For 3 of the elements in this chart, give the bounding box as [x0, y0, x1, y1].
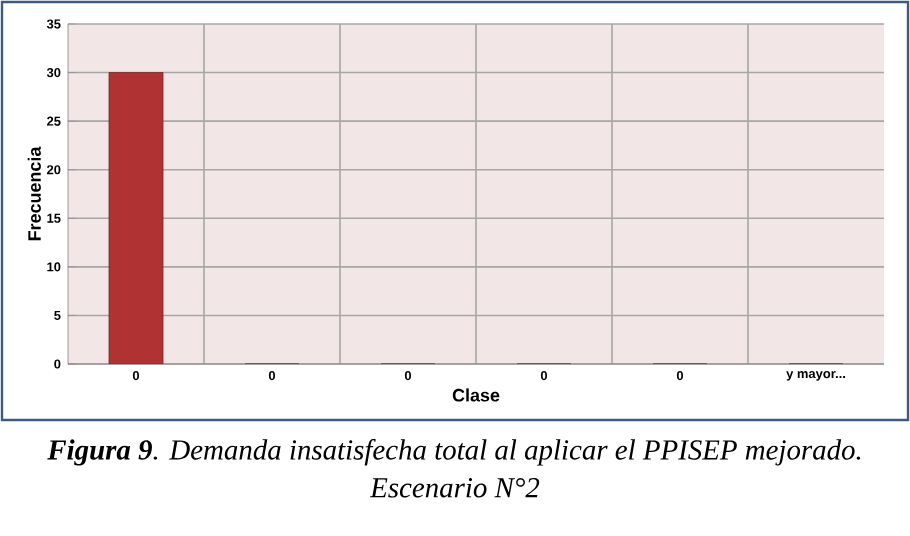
y-axis-title: Frecuencia [27, 146, 41, 241]
x-axis-title: Clase [452, 388, 500, 402]
text: Figura 9. Demanda insatisfecha total al aplicar el PPISEP mejorado. Escenario N°2 [47, 439, 861, 498]
